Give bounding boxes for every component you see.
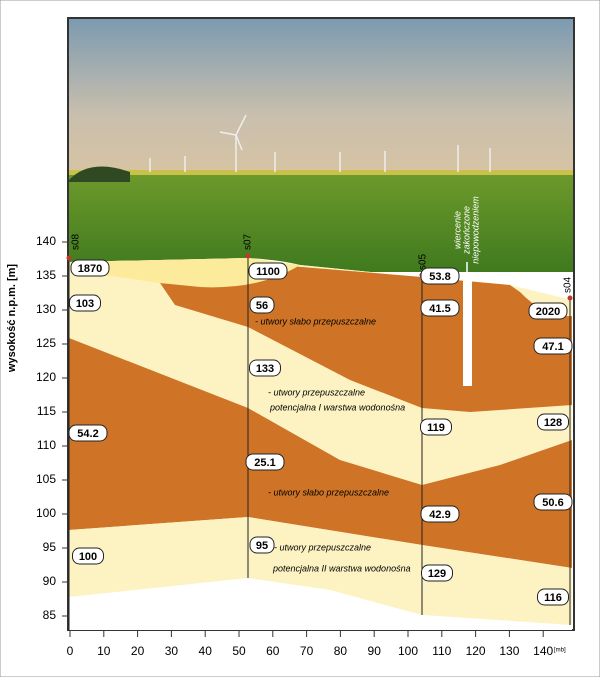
resistivity-value: 1870	[78, 263, 102, 275]
x-unit: [mb]	[554, 648, 566, 654]
y-tick-label: 95	[43, 540, 57, 554]
note-text: wiercenie	[452, 211, 462, 249]
x-tick-label: 60	[266, 644, 280, 658]
value-box	[537, 413, 569, 431]
x-tick-label: 30	[165, 644, 179, 658]
value-box	[420, 267, 460, 285]
note-text: niepowodzeniem	[470, 196, 480, 264]
y-tick-label: 140	[36, 234, 56, 248]
borehole-top	[567, 295, 573, 301]
resistivity-value: 25.1	[254, 457, 275, 469]
value-box	[533, 493, 573, 511]
x-tick-label: 0	[67, 644, 74, 658]
x-tick-label: 130	[499, 644, 519, 658]
resistivity-value: 133	[256, 363, 274, 375]
resistivity-value: 50.6	[542, 497, 563, 509]
permeable-layer-2	[69, 517, 572, 625]
value-box	[533, 337, 573, 355]
resistivity-value: 47.1	[542, 341, 563, 353]
y-tick-label: 130	[36, 302, 56, 316]
rapeseed-strip	[69, 170, 573, 175]
layer-annotation: potencjalna I warstwa wodonośna	[269, 402, 405, 412]
borehole-top	[66, 255, 72, 261]
value-box	[248, 262, 288, 280]
value-box	[420, 299, 460, 317]
y-tick-label: 90	[43, 574, 57, 588]
value-box	[70, 259, 110, 277]
resistivity-value: 53.8	[429, 271, 450, 283]
top-lens	[69, 258, 300, 288]
x-tick-label: 40	[199, 644, 213, 658]
y-tick-label: 85	[43, 608, 57, 622]
failed-borehole	[463, 278, 472, 386]
layer-annotation: - utwory przepuszczalne	[274, 542, 371, 552]
value-box	[421, 564, 453, 582]
resistivity-value: 1100	[256, 266, 280, 278]
resistivity-value: 103	[76, 298, 94, 310]
resistivity-value: 100	[79, 551, 97, 563]
layer-annotation: potencjalna II warstwa wodonośna	[272, 563, 411, 573]
value-box	[249, 536, 275, 554]
x-tick-label: 140	[533, 644, 553, 658]
resistivity-value: 54.2	[77, 428, 98, 440]
value-box	[537, 588, 569, 606]
layer-annotation: - utwory przepuszczalne	[268, 387, 365, 397]
resistivity-value: 95	[256, 540, 268, 552]
borehole-name: s08	[71, 233, 82, 250]
borehole-name: s07	[243, 233, 254, 250]
y-tick-label: 125	[36, 336, 56, 350]
x-tick-label: 80	[334, 644, 348, 658]
resistivity-value: 41.5	[429, 303, 450, 315]
value-box	[68, 424, 108, 442]
resistivity-value: 119	[427, 422, 445, 434]
photo-field	[69, 172, 573, 272]
resistivity-value: 129	[428, 568, 446, 580]
value-box	[420, 418, 452, 436]
value-box	[72, 547, 104, 565]
value-box	[245, 453, 285, 471]
value-box	[249, 296, 275, 314]
y-tick-label: 120	[36, 370, 56, 384]
x-tick-label: 70	[300, 644, 314, 658]
note-text: zakończone	[461, 206, 471, 255]
y-tick-label: 100	[36, 506, 56, 520]
value-box	[528, 302, 568, 320]
resistivity-value: 56	[256, 300, 268, 312]
x-tick-label: 120	[466, 644, 486, 658]
x-tick-label: 90	[368, 644, 382, 658]
y-tick-label: 105	[36, 472, 56, 486]
borehole-top	[245, 253, 251, 259]
resistivity-value: 2020	[536, 306, 560, 318]
value-box	[420, 505, 460, 523]
photo-sky	[69, 19, 573, 179]
y-tick-label: 115	[37, 404, 56, 418]
y-axis-label: wysokość n.p.m. [m]	[6, 264, 18, 374]
resistivity-value: 42.9	[429, 509, 450, 521]
x-tick-label: 10	[97, 644, 111, 658]
value-box	[249, 359, 281, 377]
trees	[69, 166, 130, 182]
borehole-name: s05	[418, 253, 429, 270]
borehole-name: s04	[563, 276, 574, 293]
x-tick-label: 110	[432, 644, 451, 658]
value-box	[69, 294, 101, 312]
wind-turbines	[149, 114, 491, 172]
x-tick-label: 50	[232, 644, 246, 658]
resistivity-value: 116	[544, 592, 562, 604]
y-tick-label: 110	[37, 438, 56, 452]
layer-annotation: - utwory słabo przepuszczalne	[268, 487, 389, 497]
y-tick-label: 135	[36, 268, 56, 282]
x-tick-label: 20	[131, 644, 145, 658]
x-tick-label: 100	[398, 644, 418, 658]
layer-annotation: - utwory słabo przepuszczalne	[255, 316, 376, 326]
resistivity-value: 128	[544, 417, 562, 429]
